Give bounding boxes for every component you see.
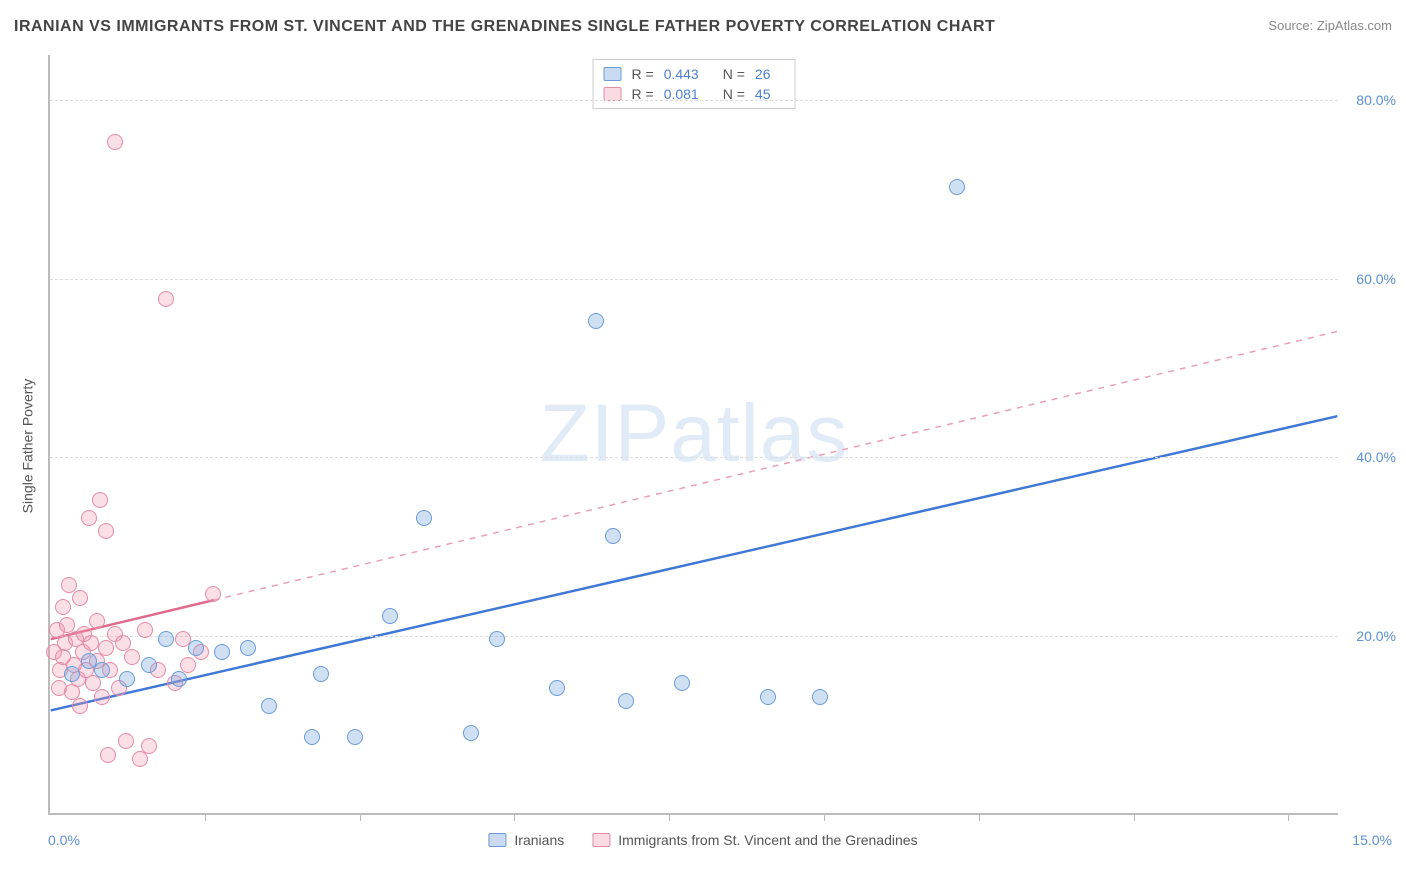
data-point [618, 693, 634, 709]
data-point [61, 577, 77, 593]
data-point [158, 631, 174, 647]
swatch-blue-icon [488, 833, 506, 847]
data-point [347, 729, 363, 745]
watermark-thin: atlas [670, 388, 848, 479]
trendlines-svg [50, 55, 1338, 813]
data-point [81, 510, 97, 526]
x-tick [1288, 813, 1289, 821]
data-point [107, 134, 123, 150]
source-link[interactable]: ZipAtlas.com [1317, 18, 1392, 33]
chart-title: IRANIAN VS IMMIGRANTS FROM ST. VINCENT A… [14, 18, 995, 36]
y-tick-label: 80.0% [1356, 92, 1396, 108]
legend-series-blue-label: Iranians [514, 832, 564, 848]
data-point [240, 640, 256, 656]
data-point [158, 291, 174, 307]
source-attribution: Source: ZipAtlas.com [1268, 18, 1392, 33]
legend-stats: R = 0.443 N = 26 R = 0.081 N = 45 [593, 59, 796, 109]
swatch-blue-icon [604, 67, 622, 81]
y-tick-label: 20.0% [1356, 628, 1396, 644]
legend-r-label: R = [632, 66, 654, 82]
legend-stats-row-blue: R = 0.443 N = 26 [604, 64, 785, 84]
data-point [98, 523, 114, 539]
data-point [313, 666, 329, 682]
data-point [214, 644, 230, 660]
y-tick-label: 60.0% [1356, 271, 1396, 287]
data-point [98, 640, 114, 656]
data-point [124, 649, 140, 665]
x-tick [979, 813, 980, 821]
data-point [489, 631, 505, 647]
legend-series: Iranians Immigrants from St. Vincent and… [488, 832, 917, 848]
legend-n-label: N = [723, 66, 745, 82]
data-point [92, 492, 108, 508]
data-point [132, 751, 148, 767]
x-tick [1134, 813, 1135, 821]
x-axis-min-label: 0.0% [48, 832, 80, 848]
plot-area: ZIPatlas R = 0.443 N = 26 R = 0.081 N = … [48, 55, 1338, 815]
data-point [55, 599, 71, 615]
data-point [205, 586, 221, 602]
x-tick [514, 813, 515, 821]
gridline [50, 279, 1338, 280]
legend-series-pink-label: Immigrants from St. Vincent and the Gren… [618, 832, 917, 848]
data-point [261, 698, 277, 714]
data-point [94, 662, 110, 678]
watermark-bold: ZIP [540, 388, 671, 479]
swatch-pink-icon [592, 833, 610, 847]
gridline [50, 100, 1338, 101]
data-point [463, 725, 479, 741]
data-point [64, 666, 80, 682]
data-point [137, 622, 153, 638]
data-point [949, 179, 965, 195]
legend-blue-n: 26 [755, 66, 771, 82]
legend-series-pink: Immigrants from St. Vincent and the Gren… [592, 832, 917, 848]
data-point [72, 590, 88, 606]
data-point [118, 733, 134, 749]
x-tick [360, 813, 361, 821]
data-point [83, 635, 99, 651]
data-point [674, 675, 690, 691]
data-point [549, 680, 565, 696]
x-tick [669, 813, 670, 821]
data-point [89, 613, 105, 629]
data-point [72, 698, 88, 714]
data-point [760, 689, 776, 705]
data-point [100, 747, 116, 763]
y-axis-label: Single Father Poverty [19, 379, 35, 514]
data-point [171, 671, 187, 687]
legend-stats-row-pink: R = 0.081 N = 45 [604, 84, 785, 104]
watermark: ZIPatlas [540, 387, 849, 481]
data-point [141, 738, 157, 754]
trend-line [214, 331, 1338, 600]
data-point [188, 640, 204, 656]
data-point [94, 689, 110, 705]
gridline [50, 636, 1338, 637]
data-point [605, 528, 621, 544]
data-point [141, 657, 157, 673]
x-tick [205, 813, 206, 821]
x-tick [824, 813, 825, 821]
gridline [50, 457, 1338, 458]
data-point [588, 313, 604, 329]
data-point [416, 510, 432, 526]
data-point [119, 671, 135, 687]
data-point [382, 608, 398, 624]
source-label: Source: [1268, 18, 1313, 33]
x-axis-max-label: 15.0% [1352, 832, 1392, 848]
legend-blue-r: 0.443 [664, 66, 699, 82]
legend-series-blue: Iranians [488, 832, 564, 848]
data-point [304, 729, 320, 745]
data-point [812, 689, 828, 705]
trend-line [51, 416, 1338, 710]
y-tick-label: 40.0% [1356, 449, 1396, 465]
chart-container: IRANIAN VS IMMIGRANTS FROM ST. VINCENT A… [0, 0, 1406, 892]
